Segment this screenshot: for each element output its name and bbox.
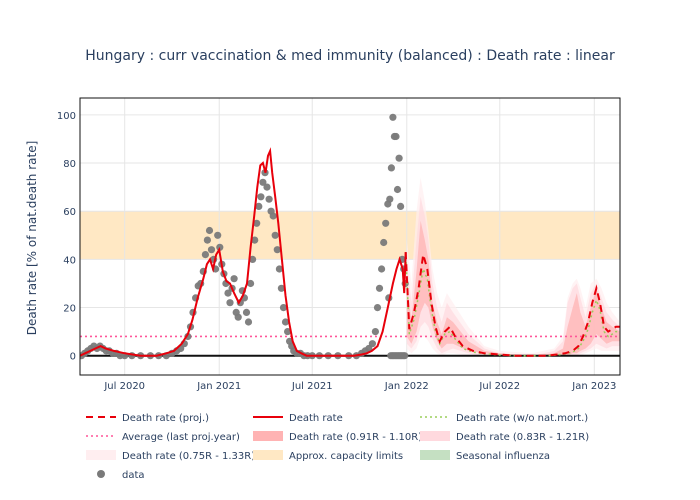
- legend-swatch: [420, 431, 450, 441]
- legend-item: Death rate (0.91R - 1.10R): [253, 431, 422, 443]
- capacity-band: [80, 211, 620, 260]
- data-point: [247, 279, 255, 288]
- data-point: [393, 185, 402, 194]
- legend-label: Death rate: [289, 413, 343, 424]
- data-point: [373, 304, 382, 312]
- legend-item: Death rate (0.75R - 1.33R): [86, 450, 255, 462]
- legend-label: data: [122, 470, 145, 481]
- data-point: [375, 284, 384, 292]
- data-point: [249, 255, 257, 263]
- data-point: [389, 113, 397, 121]
- legend-item: Seasonal influenza: [420, 450, 550, 462]
- x-tick-label: Jul 2020: [103, 381, 145, 392]
- legend-item: Death rate (proj.): [86, 413, 209, 424]
- data-point: [387, 164, 395, 172]
- data-point: [382, 219, 390, 227]
- data-point: [253, 219, 261, 227]
- data-point: [277, 284, 285, 292]
- x-tick-label: Jan 2021: [196, 381, 241, 392]
- band-2: [406, 196, 620, 356]
- data-point: [255, 202, 263, 210]
- legend-item: Death rate (0.83R - 1.21R): [420, 431, 589, 443]
- data-point: [203, 236, 211, 244]
- data-point: [279, 304, 288, 312]
- legend-item: Death rate (w/o nat.mort.): [420, 413, 588, 424]
- data-point: [230, 275, 238, 283]
- chart-title: Hungary : curr vaccination & med immunit…: [85, 48, 615, 64]
- data-point: [392, 132, 400, 141]
- legend-swatch: [253, 450, 283, 460]
- data-point: [269, 212, 277, 220]
- data-point: [397, 202, 405, 210]
- legend-item: Approx. capacity limits: [253, 450, 403, 462]
- plot-clip-group: [80, 113, 620, 360]
- data-point: [281, 318, 290, 326]
- data-point: [401, 352, 409, 360]
- data-point: [242, 308, 251, 316]
- legend-label: Death rate (0.91R - 1.10R): [289, 432, 422, 443]
- data-point: [273, 246, 281, 254]
- y-axis-label: Death rate [% of nat.death rate]: [25, 141, 39, 336]
- legend-swatch: [253, 431, 283, 441]
- x-tick-label: Jul 2022: [478, 381, 520, 392]
- legend-item: Average (last proj.year): [86, 432, 240, 443]
- data-point: [284, 328, 292, 336]
- data-point: [265, 195, 273, 203]
- data-point: [214, 231, 222, 239]
- y-tick-label: 80: [63, 159, 76, 170]
- data-point: [226, 299, 234, 307]
- data-point: [386, 195, 394, 203]
- y-tick-label: 0: [70, 352, 76, 363]
- data-point: [257, 193, 265, 201]
- series-actual: [80, 147, 407, 357]
- data-point: [251, 236, 259, 244]
- plot-area: 0 20 40 60 80 100 Jul 2020 Jan 2021 Jul 2021 Jan …: [57, 97, 621, 392]
- data-point: [207, 246, 216, 254]
- legend: Death rate (proj.) Death rate Death rate (…: [86, 413, 589, 481]
- legend-item: Death rate: [253, 413, 343, 424]
- legend-label: Death rate (w/o nat.mort.): [456, 413, 588, 424]
- data-point: [271, 231, 279, 239]
- legend-label: Seasonal influenza: [456, 451, 550, 462]
- data-point: [259, 178, 267, 186]
- data-point: [263, 183, 271, 191]
- plot-frame: [79, 97, 621, 376]
- legend-swatch: [420, 450, 450, 460]
- data-point: [368, 340, 376, 348]
- legend-label: Death rate (0.75R - 1.33R): [122, 451, 255, 462]
- legend-item: data: [97, 470, 145, 481]
- data-point: [378, 265, 386, 273]
- x-tick-label: Jul 2021: [291, 381, 333, 392]
- y-tick-label: 100: [57, 111, 76, 122]
- legend-label: Death rate (0.83R - 1.21R): [456, 432, 589, 443]
- legend-label: Average (last proj.year): [122, 432, 240, 443]
- data-point: [205, 226, 214, 235]
- data-point: [380, 238, 388, 247]
- x-tick-label: Jan 2022: [384, 381, 429, 392]
- data-point: [244, 318, 253, 326]
- data-point: [371, 328, 379, 336]
- legend-label: Approx. capacity limits: [289, 451, 403, 462]
- legend-swatch: [97, 470, 105, 478]
- data-point: [234, 313, 242, 321]
- legend-swatch: [86, 450, 116, 460]
- legend-label: Death rate (proj.): [122, 413, 209, 424]
- y-tick-label: 60: [63, 207, 76, 218]
- y-tick-label: 20: [63, 304, 76, 315]
- data-point: [224, 289, 232, 297]
- y-tick-label: 40: [63, 255, 76, 266]
- series-proj: [404, 252, 620, 357]
- data-point: [275, 265, 283, 273]
- x-tick-label: Jan 2023: [571, 381, 616, 392]
- data-point: [201, 251, 209, 259]
- data-point: [395, 154, 403, 162]
